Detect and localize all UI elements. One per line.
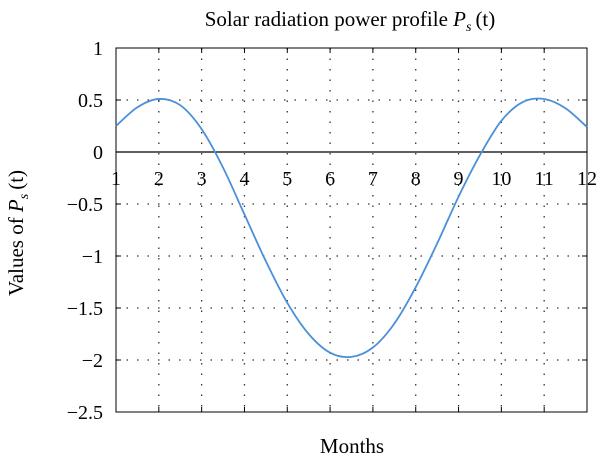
x-tick-labels: 1 2 3 4 5 6 7 8 9 10 11 12 [111, 168, 597, 190]
ticks [115, 47, 588, 413]
y-tick-label: −1.5 [67, 298, 103, 320]
y-tick-label: 1 [93, 38, 103, 60]
y-tick-label: −1 [82, 246, 103, 268]
series-line-0 [115, 97, 588, 359]
x-tick-label: 5 [282, 168, 292, 190]
plot-area-frame [115, 47, 588, 413]
x-tick-label: 10 [491, 168, 511, 190]
x-tick-label: 8 [411, 168, 421, 190]
x-tick-label: 6 [325, 168, 335, 190]
x-tick-label: 1 [111, 168, 121, 190]
y-tick-labels: 1 0.5 0 −0.5 −1 −1.5 −2 −2.5 [67, 38, 103, 424]
x-tick-label: 9 [454, 168, 464, 190]
y-tick-label: 0 [93, 142, 103, 164]
y-tick-label: −2 [82, 350, 103, 372]
y-tick-label: −0.5 [67, 194, 103, 216]
series-group [115, 97, 588, 359]
chart-title: Solar radiation power profile Ps (t) [205, 7, 496, 35]
x-tick-label: 11 [535, 168, 554, 190]
y-axis-label: Values of Ps(t) [4, 170, 32, 296]
y-tick-label: 0.5 [78, 90, 103, 112]
x-tick-label: 2 [154, 168, 164, 190]
x-axis-label: Months [320, 434, 384, 458]
y-tick-label: −2.5 [67, 402, 103, 424]
x-tick-label: 12 [577, 168, 597, 190]
x-tick-label: 7 [368, 168, 378, 190]
x-tick-label: 3 [197, 168, 207, 190]
x-tick-label: 4 [239, 168, 249, 190]
